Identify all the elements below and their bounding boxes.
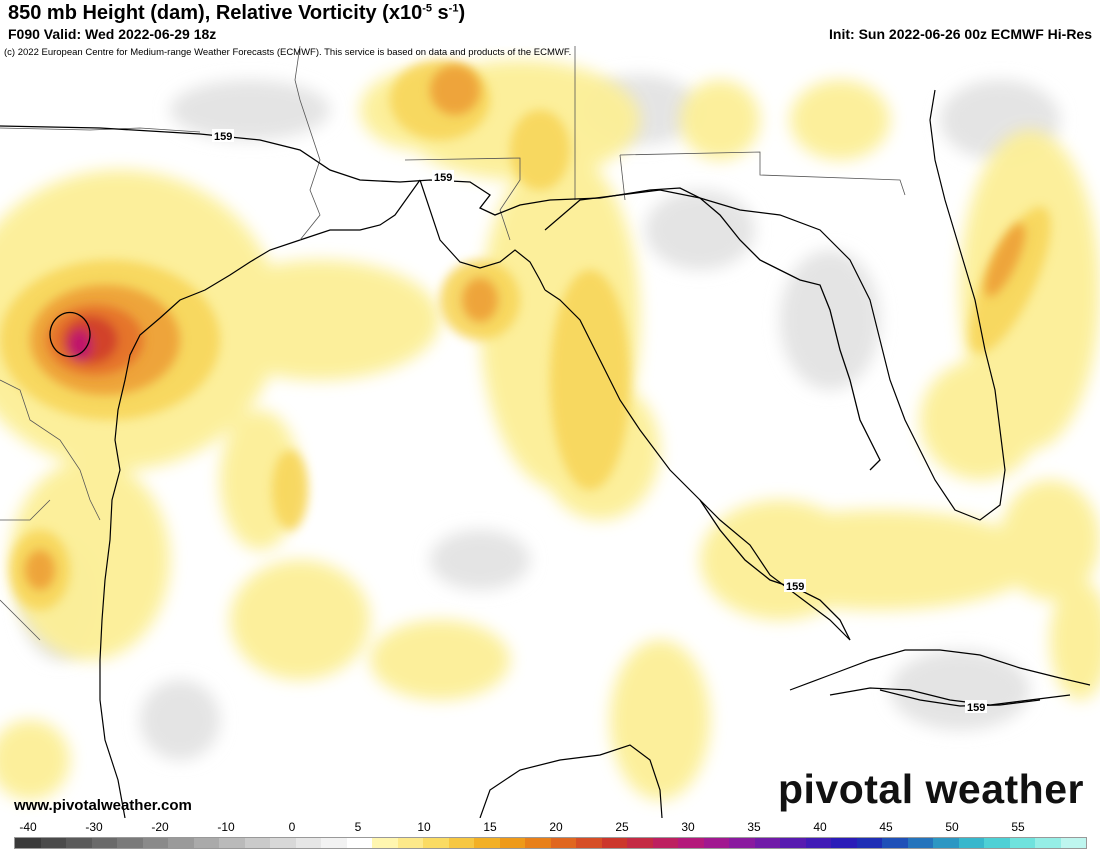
colorbar-segment (142, 838, 168, 848)
colorbar-segment (882, 838, 908, 848)
colorbar-segment (372, 838, 398, 848)
colorbar-segment (729, 838, 755, 848)
colorbar-segment (678, 838, 704, 848)
colorbar-tick-label: 5 (354, 820, 362, 834)
colorbar-tick-label: -30 (85, 820, 103, 834)
colorbar-tick-label: -10 (217, 820, 235, 834)
contour-label: 159 (967, 702, 985, 714)
colorbar-tick-label: 25 (615, 820, 629, 834)
colorbar-segment (933, 838, 959, 848)
colorbar-segment (525, 838, 551, 848)
copyright-notice: (c) 2022 European Centre for Medium-rang… (4, 47, 572, 58)
colorbar-segment (754, 838, 780, 848)
colorbar-tick-label: 20 (549, 820, 563, 834)
colorbar-segment (321, 838, 347, 848)
colorbar-tick-label: 15 (483, 820, 497, 834)
contour-labels: 159 159 159 159 (212, 129, 987, 714)
colorbar-segment (652, 838, 678, 848)
colorbar-tick-label: 50 (945, 820, 959, 834)
colorbar-scale (14, 837, 1087, 849)
colorbar-segment (958, 838, 984, 848)
colorbar-tick-label: -20 (151, 820, 169, 834)
colorbar: -40 -30 -20 -10 0 5 10 15 20 25 30 35 40 45 50 55 (0, 818, 1100, 850)
colorbar-tick-label: 35 (747, 820, 761, 834)
colorbar-segment (703, 838, 729, 848)
colorbar-segment (15, 838, 41, 848)
colorbar-tick-label: 0 (288, 820, 296, 834)
contour-label: 159 (214, 131, 232, 143)
colorbar-segment (91, 838, 117, 848)
colorbar-segment (295, 838, 321, 848)
colorbar-segment (1060, 838, 1086, 848)
colorbar-tick-label: 55 (1011, 820, 1025, 834)
colorbar-segment (168, 838, 194, 848)
colorbar-segment (193, 838, 219, 848)
colorbar-segment (831, 838, 857, 848)
colorbar-segment (346, 838, 372, 848)
colorbar-segment (244, 838, 270, 848)
colorbar-segment (66, 838, 92, 848)
website-url: www.pivotalweather.com (14, 797, 192, 814)
colorbar-segment (474, 838, 500, 848)
valid-time: F090 Valid: Wed 2022-06-29 18z (8, 26, 217, 42)
colorbar-segment (117, 838, 143, 848)
colorbar-segment (40, 838, 66, 848)
colorbar-segment (397, 838, 423, 848)
colorbar-segment (601, 838, 627, 848)
colorbar-tick-label: -40 (19, 820, 37, 834)
colorbar-segment (780, 838, 806, 848)
weather-map[interactable]: 159 159 159 159 (0, 46, 1100, 818)
brand-logo: pivotal weather (778, 766, 1084, 812)
colorbar-segment (576, 838, 602, 848)
init-time: Init: Sun 2022-06-26 00z ECMWF Hi-Res (829, 26, 1092, 42)
colorbar-segment (499, 838, 525, 848)
colorbar-tick-label: 45 (879, 820, 893, 834)
colorbar-segment (423, 838, 449, 848)
header: 850 mb Height (dam), Relative Vorticity … (0, 0, 1100, 46)
colorbar-segment (219, 838, 245, 848)
coastlines (99, 89, 1091, 818)
colorbar-segment (907, 838, 933, 848)
colorbar-tick-label: 10 (417, 820, 431, 834)
colorbar-tick-label: 30 (681, 820, 695, 834)
colorbar-segment (856, 838, 882, 848)
colorbar-segment (1035, 838, 1061, 848)
colorbar-ticks: -40 -30 -20 -10 0 5 10 15 20 25 30 35 40 45 50 55 (0, 818, 1100, 835)
colorbar-segment (627, 838, 653, 848)
colorbar-segment (805, 838, 831, 848)
colorbar-segment (448, 838, 474, 848)
contour-label: 159 (786, 581, 804, 593)
colorbar-segment (984, 838, 1010, 848)
state-borders (0, 46, 906, 641)
colorbar-segment (550, 838, 576, 848)
map-title: 850 mb Height (dam), Relative Vorticity … (8, 2, 466, 24)
contour-label: 159 (434, 172, 452, 184)
colorbar-segment (1009, 838, 1035, 848)
colorbar-segment (270, 838, 296, 848)
map-canvas: 159 159 159 159 (0, 46, 1100, 818)
colorbar-tick-label: 40 (813, 820, 827, 834)
